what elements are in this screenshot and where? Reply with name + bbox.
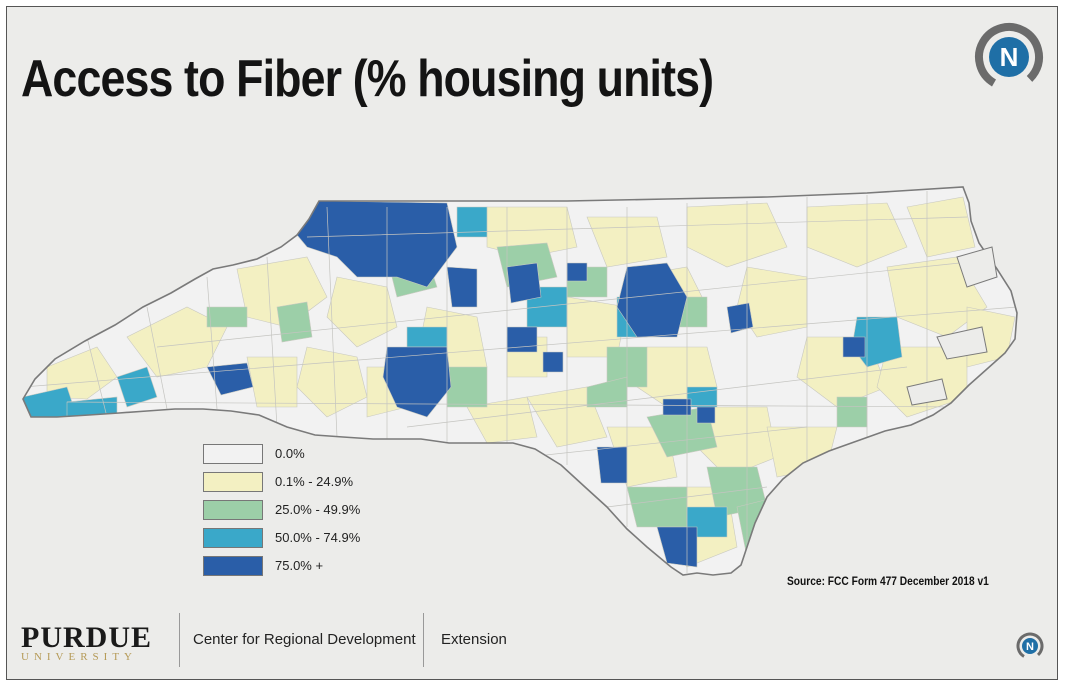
legend-item: 0.1% - 24.9%	[203, 472, 463, 494]
legend-label: 75.0% +	[275, 558, 324, 573]
legend-item: 50.0% - 74.9%	[203, 528, 463, 550]
slide-title: Access to Fiber (% housing units)	[21, 50, 714, 108]
legend-swatch-2	[203, 500, 263, 520]
nc-fiber-map	[22, 186, 1018, 576]
purdue-name: PURDUE	[21, 621, 152, 654]
extension-name: Extension	[441, 631, 507, 648]
legend-swatch-0	[203, 444, 263, 464]
legend-label: 0.1% - 24.9%	[275, 474, 354, 489]
center-name: Center for Regional Development	[193, 631, 416, 648]
legend-swatch-1	[203, 472, 263, 492]
footer-divider	[179, 613, 180, 667]
svg-text:N: N	[1000, 42, 1019, 72]
footer-divider	[423, 613, 424, 667]
legend-item: 25.0% - 49.9%	[203, 500, 463, 522]
logo-n-small-icon: N	[1016, 632, 1044, 660]
logo-n-icon: N	[975, 23, 1043, 91]
svg-text:N: N	[1026, 641, 1034, 653]
legend-label: 25.0% - 49.9%	[275, 502, 361, 517]
legend-label: 0.0%	[275, 446, 305, 461]
legend-item: 75.0% +	[203, 556, 463, 578]
legend-label: 50.0% - 74.9%	[275, 530, 361, 545]
purdue-sub: UNIVERSITY	[21, 651, 137, 663]
legend-swatch-4	[203, 556, 263, 576]
legend-item: 0.0%	[203, 444, 463, 466]
source-note: Source: FCC Form 477 December 2018 v1	[787, 574, 989, 588]
slide: Access to Fiber (% housing units) N	[6, 6, 1058, 680]
legend-swatch-3	[203, 528, 263, 548]
purdue-logo: PURDUE UNIVERSITY	[21, 621, 152, 664]
